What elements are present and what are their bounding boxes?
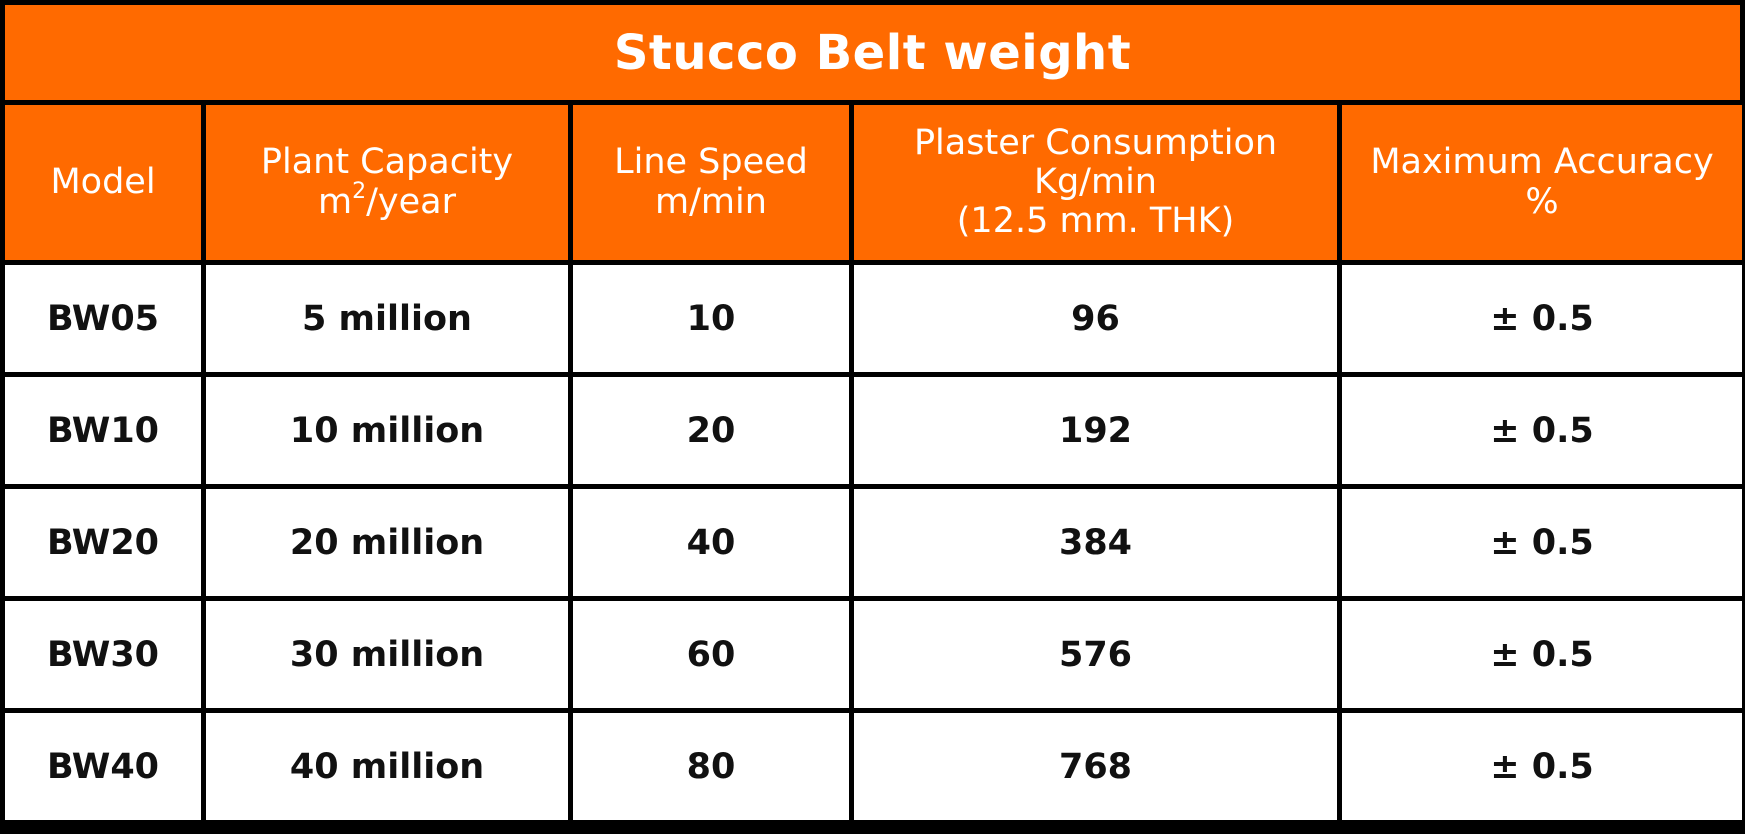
header-maximum-accuracy-unit: % (1525, 181, 1559, 222)
stucco-belt-table: Stucco Belt weight Model Plant Capacity … (5, 5, 1742, 829)
cell-plaster-consumption: 768 (854, 713, 1337, 820)
header-line-speed: Line Speed m/min (573, 105, 849, 260)
cell-plaster-consumption: 576 (854, 601, 1337, 708)
capacity-unit-prefix: m (318, 181, 353, 222)
table-title: Stucco Belt weight (5, 5, 1740, 100)
header-plaster-consumption-unit: Kg/min (1034, 161, 1157, 202)
cell-plant-capacity: 30 million (206, 601, 568, 708)
header-plant-capacity-label: Plant Capacity (260, 142, 514, 183)
cell-model: BW10 (5, 377, 201, 484)
cell-plaster-consumption: 96 (854, 265, 1337, 372)
cell-line-speed: 80 (573, 713, 849, 820)
cell-plaster-consumption: 384 (854, 489, 1337, 596)
capacity-unit-suffix: /year (366, 181, 456, 222)
cell-line-speed: 40 (573, 489, 849, 596)
cell-plant-capacity: 20 million (206, 489, 568, 596)
header-model-label: Model (50, 161, 156, 202)
cell-plaster-consumption: 192 (854, 377, 1337, 484)
header-plaster-consumption: Plaster Consumption Kg/min (12.5 mm. THK… (854, 105, 1337, 260)
cell-maximum-accuracy: ± 0.5 (1342, 489, 1742, 596)
header-plaster-consumption-label: Plaster Consumption (913, 122, 1278, 163)
cell-maximum-accuracy: ± 0.5 (1342, 377, 1742, 484)
table-grid: Model Plant Capacity m2/year Line Speed … (5, 105, 1742, 820)
cell-maximum-accuracy: ± 0.5 (1342, 601, 1742, 708)
header-plaster-consumption-note: (12.5 mm. THK) (956, 201, 1235, 242)
header-plant-capacity-unit: m2/year (318, 180, 456, 222)
cell-plant-capacity: 10 million (206, 377, 568, 484)
cell-model: BW30 (5, 601, 201, 708)
cell-plant-capacity: 5 million (206, 265, 568, 372)
cell-line-speed: 60 (573, 601, 849, 708)
header-line-speed-label: Line Speed (614, 142, 808, 183)
cell-model: BW40 (5, 713, 201, 820)
cell-line-speed: 10 (573, 265, 849, 372)
cell-maximum-accuracy: ± 0.5 (1342, 713, 1742, 820)
cell-maximum-accuracy: ± 0.5 (1342, 265, 1742, 372)
header-model: Model (5, 105, 201, 260)
header-line-speed-unit: m/min (655, 181, 767, 222)
cell-model: BW05 (5, 265, 201, 372)
cell-model: BW20 (5, 489, 201, 596)
cell-line-speed: 20 (573, 377, 849, 484)
cell-plant-capacity: 40 million (206, 713, 568, 820)
capacity-unit-superscript: 2 (352, 178, 367, 204)
header-plant-capacity: Plant Capacity m2/year (206, 105, 568, 260)
header-maximum-accuracy: Maximum Accuracy % (1342, 105, 1742, 260)
header-maximum-accuracy-label: Maximum Accuracy (1370, 142, 1714, 183)
